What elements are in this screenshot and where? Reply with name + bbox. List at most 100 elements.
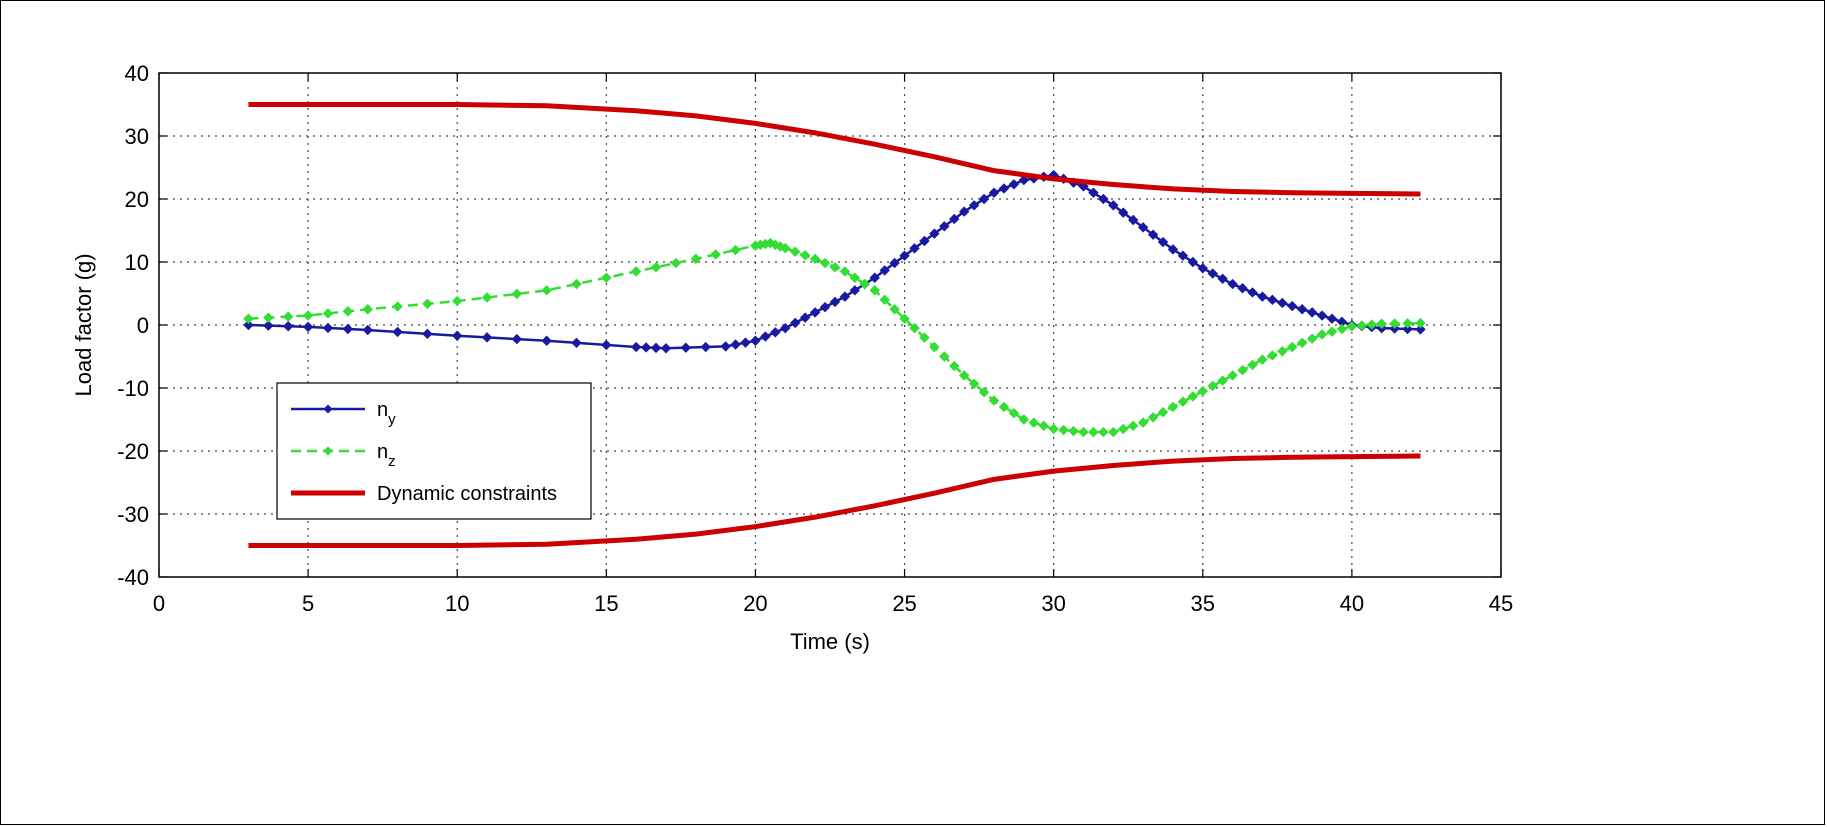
data-point <box>1306 333 1318 344</box>
data-point <box>1356 320 1368 331</box>
data-point <box>1118 423 1129 435</box>
legend-label: Dynamic constraints <box>377 483 557 505</box>
data-point <box>1028 417 1039 428</box>
data-point <box>481 332 493 343</box>
y-tick-label: -40 <box>117 565 149 590</box>
data-point <box>1108 426 1119 438</box>
data-point <box>422 298 433 309</box>
data-point <box>1296 304 1308 315</box>
data-point <box>302 321 314 333</box>
data-point <box>690 253 702 265</box>
data-point <box>283 311 294 322</box>
data-point <box>1098 426 1109 438</box>
y-tick-label: 30 <box>125 124 149 149</box>
data-point <box>1326 326 1338 337</box>
data-point <box>1287 341 1298 353</box>
series-2 <box>248 102 1421 197</box>
data-point <box>879 265 890 276</box>
data-point <box>322 308 334 319</box>
data-point <box>750 335 761 346</box>
data-point <box>819 257 831 269</box>
data-point <box>1137 417 1149 428</box>
data-point <box>958 206 970 217</box>
data-point <box>919 332 930 343</box>
data-point <box>481 292 493 303</box>
data-point <box>1296 337 1308 349</box>
data-point <box>978 386 990 398</box>
legend-marker <box>323 404 333 414</box>
data-point <box>1415 317 1426 329</box>
data-point <box>362 324 373 336</box>
data-point <box>541 285 552 296</box>
series-0 <box>243 169 1426 354</box>
data-point <box>1277 346 1288 357</box>
data-point <box>342 306 354 317</box>
data-point <box>939 351 950 362</box>
data-point <box>392 301 403 312</box>
series-layer <box>243 102 1426 548</box>
data-point <box>1217 273 1228 285</box>
data-point <box>511 288 523 300</box>
data-point <box>1018 414 1030 425</box>
legend-label: ny <box>377 399 396 428</box>
data-point <box>998 401 1010 413</box>
x-tick-label: 20 <box>743 591 767 616</box>
data-point <box>660 343 672 354</box>
data-point <box>640 342 652 353</box>
data-point <box>730 244 741 256</box>
data-point <box>1237 283 1248 294</box>
data-point <box>670 257 682 269</box>
data-point <box>1008 179 1020 190</box>
data-point <box>1147 412 1159 423</box>
y-tick-label: 40 <box>125 61 149 86</box>
data-point <box>1118 207 1129 218</box>
data-point <box>988 395 1000 406</box>
data-point <box>1197 385 1208 397</box>
data-point <box>263 320 274 331</box>
data-point <box>869 272 880 283</box>
data-point <box>879 294 890 306</box>
data-point <box>322 322 334 334</box>
data-point <box>1018 174 1030 186</box>
data-point <box>1247 359 1258 371</box>
data-point <box>1088 426 1099 438</box>
data-point <box>283 321 294 332</box>
data-point <box>1267 294 1278 306</box>
data-point <box>909 243 920 254</box>
y-tick-label: -10 <box>117 376 149 401</box>
data-point <box>362 304 373 315</box>
data-point <box>809 307 821 318</box>
y-tick-label: 0 <box>137 313 149 338</box>
data-point <box>799 250 811 261</box>
grid-lines <box>159 73 1501 577</box>
x-tick-label: 45 <box>1489 591 1513 616</box>
data-point <box>1167 244 1179 255</box>
data-point <box>720 341 731 352</box>
data-point <box>1287 300 1298 312</box>
data-point <box>650 342 662 354</box>
data-point <box>700 341 711 353</box>
data-point <box>1207 380 1218 392</box>
data-point <box>1177 250 1189 261</box>
data-point <box>1389 318 1400 329</box>
y-tick-label: -20 <box>117 439 149 464</box>
data-point <box>342 323 354 335</box>
data-point <box>968 200 980 211</box>
data-point <box>819 301 831 313</box>
data-point <box>1415 324 1426 335</box>
x-tick-label: 10 <box>445 591 469 616</box>
data-point <box>1177 396 1189 407</box>
data-point <box>978 193 990 205</box>
data-point <box>740 337 751 348</box>
data-point <box>243 313 254 324</box>
data-point <box>849 272 861 283</box>
data-point <box>909 322 920 334</box>
data-point <box>1316 329 1328 340</box>
data-point <box>1402 323 1413 335</box>
x-tick-label: 30 <box>1041 591 1065 616</box>
data-point <box>939 221 950 232</box>
legend-label-subscript: z <box>388 453 396 470</box>
data-point <box>899 313 910 324</box>
data-point <box>601 272 612 283</box>
